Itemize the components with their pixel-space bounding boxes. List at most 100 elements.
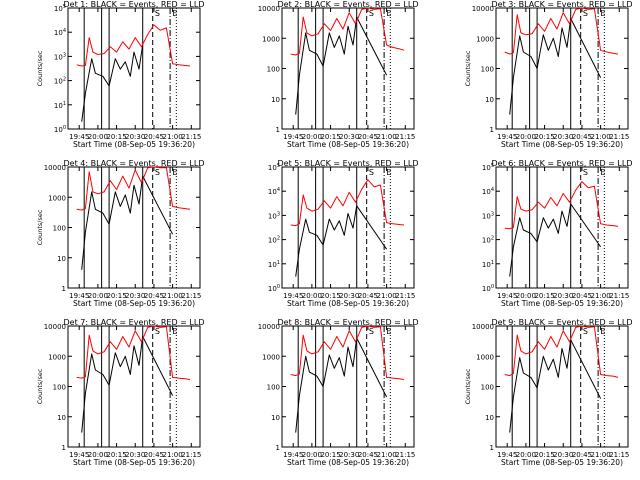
series-lld (76, 166, 191, 211)
x-tick-label: 20:00 (302, 133, 322, 141)
chart-panel-7: Det 7: BLACK = Events, RED = LLD 1 10 100 10… (36, 318, 204, 467)
x-tick-label: 19:45 (497, 451, 517, 459)
x-tick-label: 20:45 (572, 451, 592, 459)
x-tick-label: 19:45 (283, 451, 303, 459)
y-axis-label: Counts/sec (36, 209, 44, 245)
x-tick-label: 20:00 (302, 451, 322, 459)
x-tick-label: 20:15 (106, 451, 126, 459)
series-lld (290, 325, 405, 380)
x-tick-label: 20:30 (125, 133, 145, 141)
y-tick-exponent: 2 (277, 236, 280, 242)
y-tick-exponent: 3 (63, 52, 66, 58)
y-tick-label: 10000 (258, 323, 280, 331)
series-lld (76, 325, 191, 380)
plot-frame (67, 7, 201, 130)
x-tick-label: 20:00 (516, 292, 536, 300)
annotation-E: E (600, 327, 605, 336)
x-tick-label: 19:45 (497, 133, 517, 141)
x-tick-label: 20:00 (302, 292, 322, 300)
series-events (509, 339, 602, 433)
x-axis-label: Start Time (08-Sep-05 19:36:20) (73, 299, 195, 308)
x-tick-label: 20:00 (516, 133, 536, 141)
x-tick-label: 21:15 (395, 133, 415, 141)
y-tick-label: 10000 (472, 5, 494, 13)
y-tick-label: 103 (54, 52, 66, 61)
series-lld (504, 7, 619, 55)
chart-title: Det 7: BLACK = Events, RED = LLD (64, 318, 205, 327)
y-tick-label: 1000 (262, 35, 280, 43)
x-tick-label: 20:00 (516, 451, 536, 459)
chart-title: Det 3: BLACK = Events, RED = LLD (492, 0, 633, 9)
x-tick-label: 20:15 (320, 133, 340, 141)
x-tick-label: 21:15 (181, 292, 201, 300)
x-tick-label: 21:00 (591, 133, 611, 141)
x-tick-label: 20:30 (125, 292, 145, 300)
x-tick-label: 19:45 (69, 133, 89, 141)
x-tick-label: 20:30 (125, 451, 145, 459)
x-tick-label: 20:15 (534, 292, 554, 300)
series-events (295, 337, 388, 433)
series-lld (504, 181, 619, 230)
y-tick-label: 102 (54, 77, 66, 86)
y-tick-label: 104 (268, 187, 280, 196)
y-tick-exponent: 0 (491, 284, 494, 290)
y-tick-label: 1 (276, 444, 280, 452)
chart-panel-3: Det 3: BLACK = Events, RED = LLD 1 10 100 10… (464, 0, 632, 149)
x-tick-label: 20:15 (320, 451, 340, 459)
x-axis-label: Start Time (08-Sep-05 19:36:20) (501, 299, 623, 308)
y-axis-label: Counts/sec (464, 50, 472, 86)
x-axis-label: Start Time (08-Sep-05 19:36:20) (287, 458, 409, 467)
y-tick-label: 10 (57, 414, 66, 422)
annotation-S: S (155, 168, 160, 177)
annotation-E: E (600, 9, 605, 18)
annotation-E: E (386, 327, 391, 336)
x-tick-label: 21:00 (377, 451, 397, 459)
y-tick-label: 101 (482, 260, 494, 269)
x-tick-label: 20:45 (358, 451, 378, 459)
series-events (509, 18, 602, 115)
y-tick-exponent: 4 (277, 187, 280, 193)
y-tick-label: 103 (482, 211, 494, 220)
x-tick-label: 20:15 (106, 292, 126, 300)
annotation-S: S (583, 9, 588, 18)
y-tick-exponent: 0 (277, 284, 280, 290)
y-tick-label: 10 (57, 255, 66, 263)
y-tick-label: 10000 (472, 323, 494, 331)
x-tick-label: 20:30 (553, 133, 573, 141)
y-tick-label: 1 (490, 126, 494, 134)
chart-title: Det 2: BLACK = Events, RED = LLD (278, 0, 419, 9)
y-tick-label: 10 (271, 414, 280, 422)
x-axis-label: Start Time (08-Sep-05 19:36:20) (501, 140, 623, 149)
x-tick-label: 21:15 (395, 451, 415, 459)
y-tick-label: 102 (268, 236, 280, 245)
annotation-E: E (172, 327, 177, 336)
y-tick-exponent: 2 (491, 236, 494, 242)
annotation-S: S (583, 327, 588, 336)
y-tick-label: 1000 (476, 353, 494, 361)
y-tick-label: 100 (54, 125, 66, 134)
plot-frame (281, 166, 415, 289)
x-tick-label: 20:30 (339, 451, 359, 459)
y-tick-label: 10 (485, 96, 494, 104)
x-axis-label: Start Time (08-Sep-05 19:36:20) (73, 140, 195, 149)
x-tick-label: 21:00 (591, 292, 611, 300)
y-tick-exponent: 2 (63, 77, 66, 83)
x-axis-label: Start Time (08-Sep-05 19:36:20) (501, 458, 623, 467)
x-tick-label: 21:15 (395, 292, 415, 300)
x-tick-label: 20:30 (339, 133, 359, 141)
y-tick-exponent: 4 (491, 187, 494, 193)
y-tick-exponent: 1 (491, 260, 494, 266)
annotation-E: E (172, 168, 177, 177)
y-tick-label: 101 (54, 101, 66, 110)
x-tick-label: 20:15 (534, 133, 554, 141)
x-tick-label: 19:45 (69, 292, 89, 300)
annotation-S: S (583, 168, 588, 177)
series-lld (76, 24, 191, 67)
x-tick-label: 19:45 (283, 133, 303, 141)
series-events (81, 175, 174, 270)
x-tick-label: 20:30 (553, 451, 573, 459)
chart-title: Det 1: BLACK = Events, RED = LLD (64, 0, 205, 9)
y-axis-label: Counts/sec (36, 368, 44, 404)
x-tick-label: 21:00 (377, 133, 397, 141)
